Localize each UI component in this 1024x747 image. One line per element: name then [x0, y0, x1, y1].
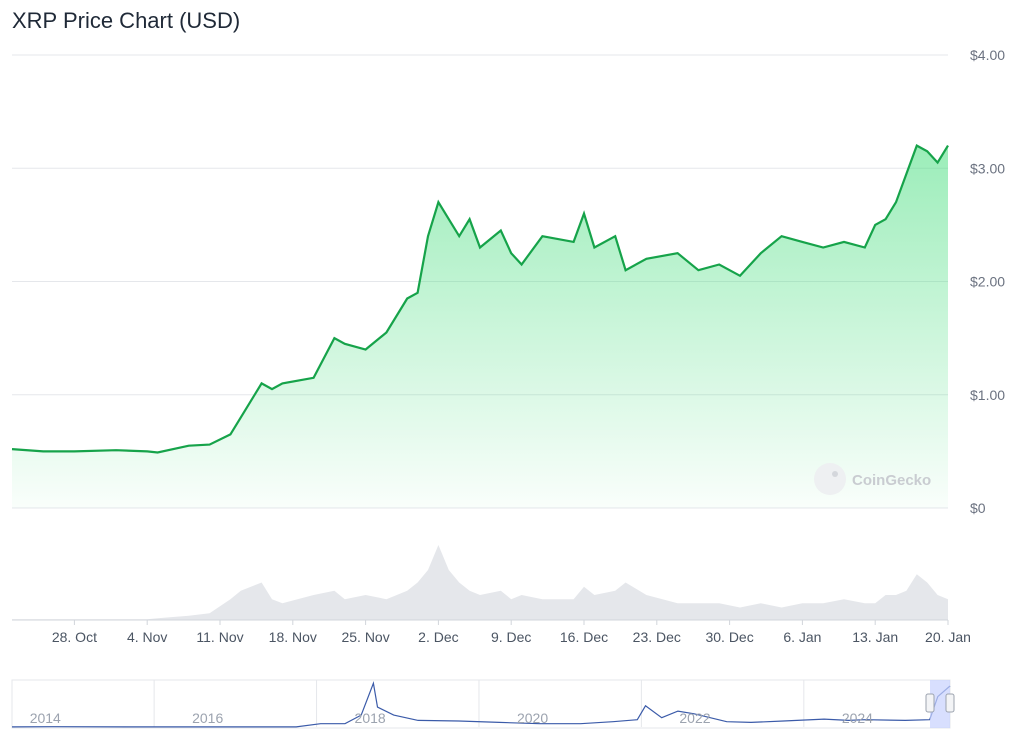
x-tick-label: 9. Dec [491, 629, 531, 645]
x-tick-label: 30. Dec [705, 629, 753, 645]
x-tick-label: 18. Nov [269, 629, 317, 645]
page-title: XRP Price Chart (USD) [12, 8, 241, 33]
navigator-tick-label: 2018 [355, 710, 386, 726]
x-tick-label: 2. Dec [418, 629, 458, 645]
navigator-tick-label: 2022 [679, 710, 710, 726]
watermark: CoinGecko [814, 463, 931, 495]
navigator-tick-label: 2024 [842, 710, 873, 726]
navigator-selection[interactable] [930, 680, 950, 728]
y-tick-label: $1.00 [970, 387, 1005, 403]
y-axis-ticks: $0 $1.00 $2.00 $3.00 $4.00 [970, 47, 1005, 516]
price-area [12, 145, 948, 508]
x-tick-label: 25. Nov [341, 629, 389, 645]
navigator-tick-label: 2014 [30, 710, 61, 726]
x-tick-label: 16. Dec [560, 629, 608, 645]
x-tick-label: 13. Jan [852, 629, 898, 645]
x-tick-label: 23. Dec [633, 629, 681, 645]
navigator-line [11, 681, 951, 728]
x-tick-label: 20. Jan [925, 629, 971, 645]
x-tick-label: 6. Jan [783, 629, 821, 645]
x-tick-label: 4. Nov [127, 629, 167, 645]
volume-series [12, 545, 948, 621]
x-axis-ticks: 28. Oct 4. Nov 11. Nov 18. Nov 25. Nov 2. Dec… [52, 620, 971, 645]
navigator-tick-label: 2016 [192, 710, 223, 726]
y-tick-label: $3.00 [970, 160, 1005, 176]
volume-area [12, 545, 948, 620]
y-tick-label: $2.00 [970, 274, 1005, 290]
y-tick-label: $0 [970, 500, 986, 516]
x-tick-label: 28. Oct [52, 629, 97, 645]
navigator-tick-label: 2020 [517, 710, 548, 726]
navigator[interactable]: 2014 2016 2018 2020 2022 2024 [0, 679, 955, 729]
y-tick-label: $4.00 [970, 47, 1005, 63]
coingecko-eye-icon [832, 471, 838, 477]
x-tick-label: 11. Nov [196, 629, 243, 645]
navigator-left-handle[interactable] [925, 693, 935, 713]
navigator-right-handle[interactable] [945, 693, 955, 713]
navigator-frame [11, 679, 951, 729]
coingecko-logo-icon [814, 463, 846, 495]
price-line [11, 144, 949, 454]
watermark-text: CoinGecko [852, 472, 931, 489]
